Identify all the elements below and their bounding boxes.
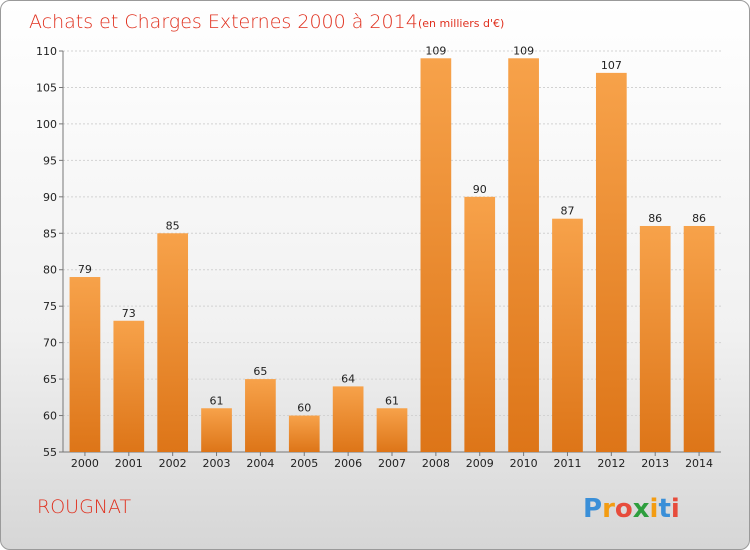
data-label: 79 xyxy=(78,263,92,276)
x-tick-labels: 2000 2001 2002 2003 2004 2005 2006 2007 2008 2009… xyxy=(71,457,713,470)
x-tick-label: 2014 xyxy=(685,457,713,470)
y-tick-label: 80 xyxy=(43,264,57,277)
data-label: 86 xyxy=(648,212,662,225)
bar xyxy=(639,225,671,452)
y-tick-label: 95 xyxy=(43,154,57,167)
bar xyxy=(157,233,189,452)
bar xyxy=(245,379,276,452)
logo-letter: i xyxy=(650,494,659,524)
logo-letter: r xyxy=(602,494,615,524)
x-tick-label: 2007 xyxy=(378,457,406,470)
bar xyxy=(376,408,408,452)
city-name: ROUGNAT xyxy=(37,496,132,518)
bar xyxy=(201,408,232,452)
logo-letter: i xyxy=(671,494,680,524)
data-label: 61 xyxy=(385,394,399,407)
y-tick-label: 60 xyxy=(43,410,57,423)
x-tick-label: 2013 xyxy=(641,457,669,470)
y-tick-label: 100 xyxy=(36,118,57,131)
bar xyxy=(508,58,539,453)
x-tick-label: 2000 xyxy=(71,457,99,470)
x-tick-label: 2001 xyxy=(115,457,143,470)
x-tick-label: 2004 xyxy=(246,457,274,470)
bar xyxy=(332,386,364,452)
y-tick-label: 75 xyxy=(43,300,57,313)
data-label: 90 xyxy=(473,183,487,196)
y-tick-label: 90 xyxy=(43,191,57,204)
x-tick-label: 2010 xyxy=(510,457,538,470)
data-label: 73 xyxy=(122,307,136,320)
x-tick-label: 2003 xyxy=(203,457,231,470)
x-tick-label: 2008 xyxy=(422,457,450,470)
bar xyxy=(288,415,320,452)
data-label: 61 xyxy=(210,394,224,407)
bar xyxy=(464,196,496,452)
data-labels: 79 73 85 61 65 60 64 61 109 90 109 87 107 86 86 xyxy=(78,44,706,414)
bar xyxy=(69,277,101,452)
data-label: 86 xyxy=(692,212,706,225)
data-label: 64 xyxy=(341,372,355,385)
y-tick-label: 65 xyxy=(43,373,57,386)
logo-letter: o xyxy=(615,494,633,524)
data-label: 85 xyxy=(166,219,180,232)
x-tick-label: 2006 xyxy=(334,457,362,470)
bar xyxy=(683,225,715,452)
logo-letter: P xyxy=(583,494,602,524)
y-tick-label: 70 xyxy=(43,337,57,350)
data-label: 107 xyxy=(601,59,622,72)
x-tick-label: 2002 xyxy=(159,457,187,470)
chart-subtitle: (en milliers d'€) xyxy=(418,17,504,30)
x-tick-label: 2009 xyxy=(466,457,494,470)
y-tick-label: 105 xyxy=(36,81,57,94)
data-label: 109 xyxy=(425,44,446,57)
bar xyxy=(113,320,145,452)
y-tick-label: 55 xyxy=(43,446,57,459)
bars xyxy=(69,58,715,453)
data-label: 87 xyxy=(560,205,574,218)
x-tick-label: 2011 xyxy=(553,457,581,470)
bar xyxy=(552,218,583,452)
data-label: 60 xyxy=(297,402,311,415)
data-label: 109 xyxy=(513,44,534,57)
logo-letter: x xyxy=(633,494,650,524)
chart-title: Achats et Charges Externes 2000 à 2014 xyxy=(29,11,418,33)
bar xyxy=(420,58,452,453)
x-tick-label: 2012 xyxy=(597,457,625,470)
y-tick-labels: 55 60 65 70 75 80 85 90 95 100 105 110 xyxy=(36,45,57,459)
bar xyxy=(595,72,627,452)
y-tick-label: 110 xyxy=(36,45,57,58)
y-tick-label: 85 xyxy=(43,227,57,240)
x-tick-label: 2005 xyxy=(290,457,318,470)
proxiti-logo: Proxiti xyxy=(583,494,680,524)
logo-letter: t xyxy=(658,494,670,524)
data-label: 65 xyxy=(253,365,267,378)
